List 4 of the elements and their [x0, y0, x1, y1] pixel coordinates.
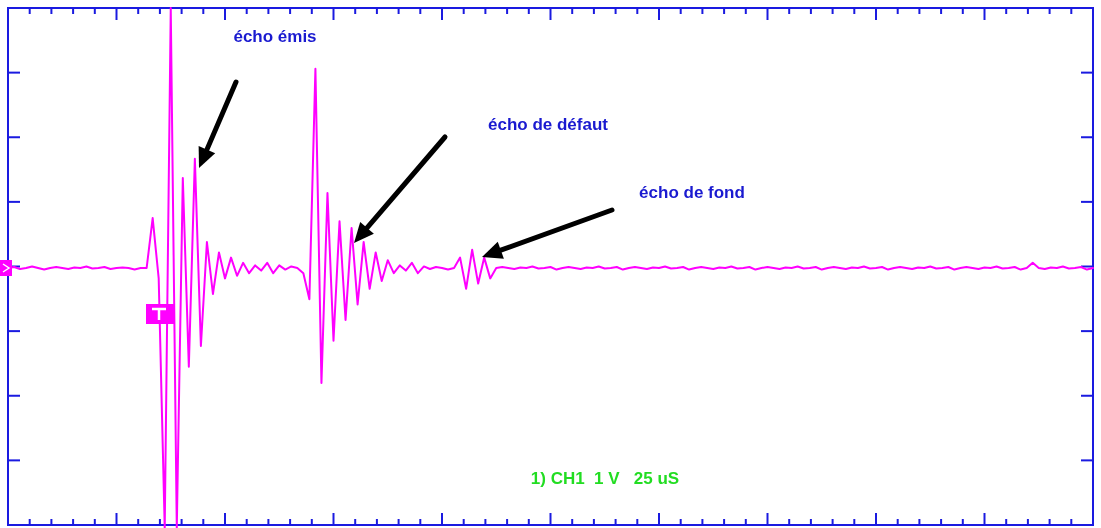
annotation: 1) CH1 1 V 25 uS — [530, 469, 680, 488]
annotation: écho émis — [233, 27, 317, 46]
annotation: écho de défaut — [488, 115, 609, 134]
annotation: écho de fond — [639, 183, 745, 202]
